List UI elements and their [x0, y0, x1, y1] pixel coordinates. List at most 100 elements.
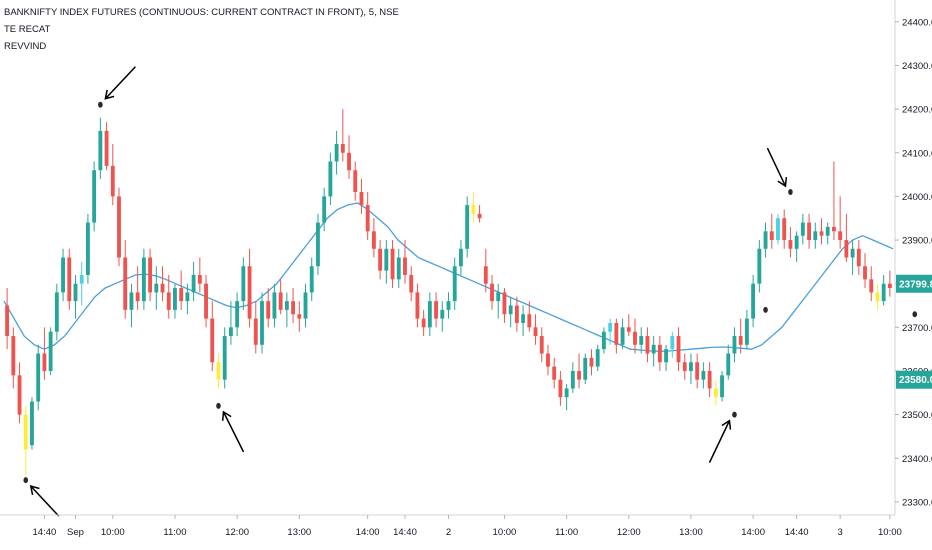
indicator-te-recat[interactable]: TE RECAT	[4, 24, 51, 35]
signal-dot	[788, 189, 793, 196]
candle-body	[396, 257, 401, 280]
candle-body	[720, 375, 724, 398]
candle	[371, 218, 376, 258]
candle-body	[757, 248, 762, 284]
candle	[396, 248, 401, 289]
price-axis[interactable]: 23300.0023400.0023500.0023600.0023700.00…	[895, 17, 932, 508]
arrow-head	[104, 89, 115, 100]
candle-body	[446, 301, 451, 310]
candle	[309, 257, 314, 302]
candle	[800, 213, 805, 245]
candle	[61, 248, 65, 302]
candle	[160, 266, 165, 302]
signal-dot	[732, 411, 737, 418]
candle	[123, 240, 128, 319]
candle	[154, 266, 159, 310]
y-tick-label: 24100.00	[902, 148, 932, 159]
candle	[378, 240, 383, 280]
arrow-head	[721, 419, 732, 430]
candle-body	[583, 357, 588, 380]
price-badge-label: 23580.00	[899, 375, 932, 386]
candle	[11, 327, 16, 389]
candle	[303, 283, 308, 328]
candle-body	[222, 336, 227, 380]
candle	[689, 353, 693, 385]
candle	[626, 314, 631, 337]
candle-body	[365, 205, 370, 232]
candle-body	[378, 248, 383, 271]
candle	[30, 397, 34, 450]
candle	[23, 405, 28, 476]
time-axis[interactable]: 14:40 Sep 10:00 11:00 12:00 13:00 14:00 14:40 2 1…	[33, 515, 902, 538]
candle-body	[626, 327, 631, 332]
symbol-title[interactable]: BANKNIFTY INDEX FUTURES (CONTINUOUS: CUR…	[4, 7, 399, 18]
candle	[197, 257, 202, 293]
candle	[682, 353, 687, 380]
candle-body	[291, 301, 296, 315]
candle-body	[123, 257, 128, 310]
candle	[328, 152, 333, 206]
candle	[832, 161, 836, 241]
candle	[738, 318, 743, 354]
indicator-revvind[interactable]: REVVIND	[4, 41, 47, 52]
candle-body	[316, 222, 320, 267]
arrow-shaft	[222, 411, 245, 453]
candle	[713, 379, 718, 406]
candle	[825, 222, 830, 245]
candle-body	[863, 266, 867, 280]
candle-body	[98, 130, 103, 171]
candle-body	[204, 283, 208, 319]
candle	[185, 283, 190, 315]
candle-body	[552, 366, 557, 380]
candle	[496, 283, 501, 319]
candle-body	[788, 240, 793, 249]
candle-body	[272, 292, 277, 319]
candle-body	[434, 301, 438, 319]
x-tick-label: 11:00	[163, 527, 186, 538]
candle	[228, 301, 233, 345]
candle	[620, 318, 625, 350]
candle-body	[452, 266, 457, 302]
candle-body	[384, 248, 389, 271]
candle	[403, 240, 407, 284]
candle-body	[657, 344, 662, 363]
candle-body	[67, 257, 72, 302]
candle-body	[533, 327, 538, 337]
signal-dot	[23, 477, 29, 484]
candle-body	[141, 257, 146, 302]
candle	[794, 231, 799, 262]
candle	[54, 283, 59, 341]
candle-body	[260, 301, 264, 345]
candle	[869, 266, 874, 302]
candle	[421, 309, 426, 337]
x-tick-label: 3	[838, 527, 843, 538]
annotation-arrow	[221, 410, 245, 453]
candle	[73, 274, 78, 319]
candle	[614, 318, 619, 354]
candle-body	[334, 144, 339, 162]
candle-body	[838, 231, 843, 241]
candle	[135, 266, 140, 310]
candle-body	[477, 213, 482, 219]
candle	[204, 274, 208, 328]
candle	[166, 274, 171, 319]
candle	[334, 130, 339, 175]
candle-body	[247, 266, 252, 319]
candle-body	[869, 279, 874, 293]
x-tick-label: 10:00	[493, 527, 517, 538]
candle	[48, 327, 53, 376]
candle-body	[782, 218, 787, 241]
candle	[769, 213, 774, 249]
candle	[552, 357, 557, 389]
candle-body	[738, 336, 743, 345]
candle	[726, 344, 731, 380]
candle	[670, 331, 675, 358]
candle-body	[297, 314, 302, 319]
signal-dot	[912, 311, 918, 318]
candle-body	[359, 192, 364, 206]
candle	[639, 327, 644, 354]
candle-body	[17, 375, 22, 415]
candle-body	[303, 292, 308, 319]
arrow-head	[29, 485, 40, 496]
